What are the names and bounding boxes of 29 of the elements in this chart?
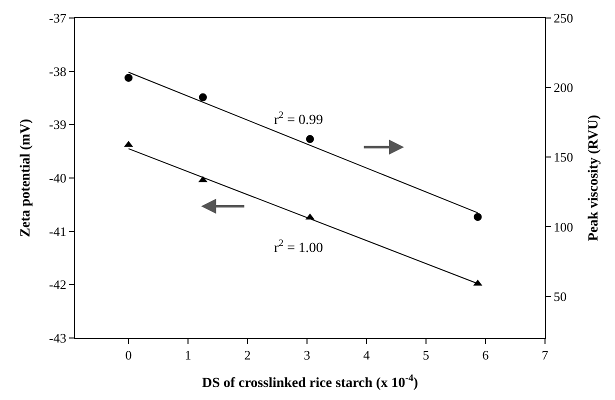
y-tick-label: -38: [49, 64, 66, 79]
y-tick-label: -42: [49, 277, 66, 292]
y-tick-label: -40: [49, 170, 66, 186]
annotation: r$^{2}$ = 1.00: [274, 238, 323, 256]
y-tick-label: -37: [49, 10, 67, 26]
point: [124, 74, 133, 82]
y2-axis-title: Peak viscosity (RVU): [586, 114, 602, 242]
point: [198, 93, 207, 102]
x-tick-label: 5: [422, 348, 430, 363]
point: [306, 135, 314, 144]
x-tick-label: 2: [244, 348, 251, 363]
x-tick-label: 7: [542, 348, 549, 363]
y-tick-label: -41: [49, 224, 66, 239]
y-tick-label: -43: [49, 330, 66, 346]
y-axis-title: Zeta potential (mV): [18, 118, 34, 238]
x-tick-label: 0: [125, 348, 132, 363]
y2-tick-label: 50: [554, 288, 567, 304]
y2-tick-label: 200: [554, 80, 574, 96]
y2-tick-label: 250: [554, 10, 574, 26]
x-tick-label: 6: [482, 348, 490, 363]
x-tick-label: 4: [363, 348, 370, 363]
annotation: r$^{2}$ = 0.99: [274, 110, 323, 128]
x-tick-label: 1: [184, 348, 192, 363]
y2-tick-label: 100: [554, 219, 574, 234]
y2-tick-label: 150: [554, 150, 574, 165]
point: [474, 212, 482, 221]
x-axis-title: DS of crosslinked rice starch (x 10$^{-4}$): [202, 373, 418, 391]
y-tick-label: -39: [49, 117, 66, 132]
x-tick-label: 3: [304, 348, 310, 363]
